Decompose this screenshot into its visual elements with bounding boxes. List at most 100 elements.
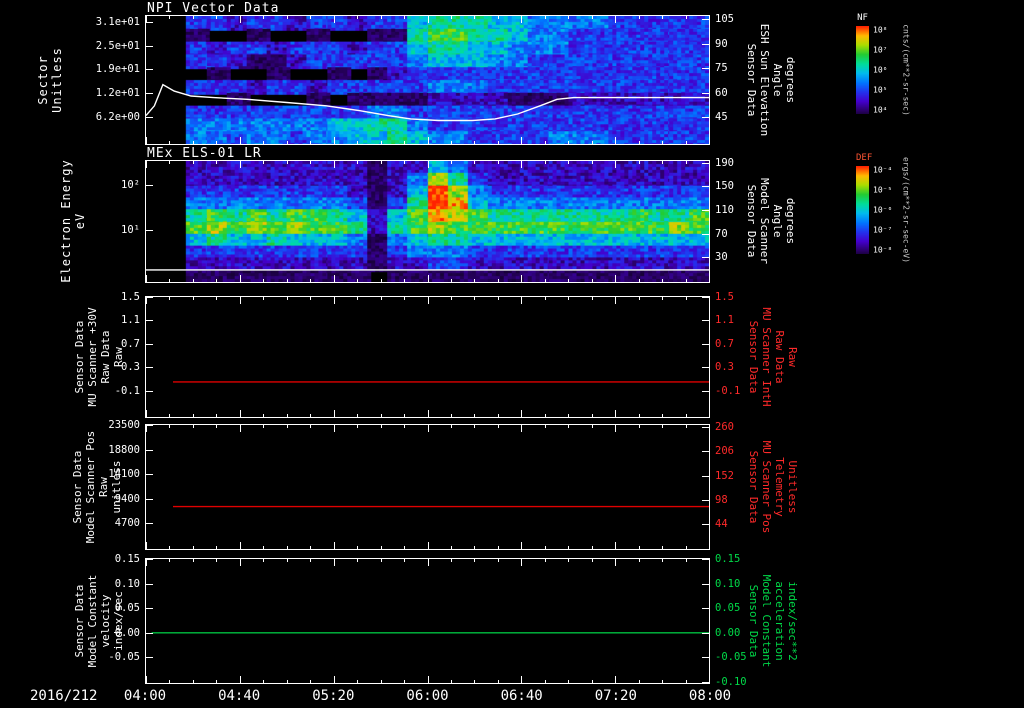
x-tick-mark (497, 546, 499, 549)
x-tick-mark (427, 410, 429, 417)
x-tick-mark (544, 16, 546, 19)
y-tick-mark (702, 451, 709, 453)
time-tick-label: 07:20 (594, 688, 637, 704)
x-tick-mark (450, 414, 452, 417)
x-tick-mark (521, 297, 523, 304)
x-tick-mark (521, 137, 523, 144)
x-tick-mark (591, 559, 593, 562)
x-tick-mark (521, 410, 523, 417)
x-tick-mark (333, 161, 335, 168)
model-constant-velocity-line (151, 632, 709, 634)
y-tick-mark (146, 608, 153, 610)
npi-spectrogram-panel[interactable]: 3.1e+01 2.5e+01 1.9e+01 1.2e+01 6.2e+00 105 90… (96, 14, 734, 145)
x-tick-mark (239, 161, 241, 168)
npi-spectrogram-canvas[interactable] (146, 16, 709, 144)
x-tick-mark (380, 297, 382, 300)
colorbar-tick-label: 10⁻⁸ (873, 245, 893, 255)
x-tick-mark (333, 410, 335, 417)
panel0-left-axis-label: Sector Unitless (35, 47, 64, 113)
x-tick-mark (615, 16, 617, 23)
y-tick-label: 14100 (108, 467, 140, 480)
x-tick-mark (685, 161, 687, 164)
panel0-right-axis-label: degrees Angle ESH Sun Elevation Sensor D… (745, 23, 797, 137)
y-tick-mark (146, 583, 153, 585)
x-tick-mark (568, 546, 570, 549)
x-tick-mark (404, 425, 406, 428)
x-tick-mark (310, 546, 312, 549)
x-tick-mark (544, 559, 546, 562)
y-tick-label: 0.00 (114, 626, 140, 639)
x-tick-mark (263, 414, 265, 417)
x-tick-mark (404, 141, 406, 144)
x-tick-mark (638, 297, 640, 300)
x-tick-mark (568, 425, 570, 428)
x-tick-mark (638, 16, 640, 19)
x-tick-mark (146, 16, 147, 23)
y-tick-mark (702, 632, 709, 634)
y-tick-label: 70 (715, 227, 728, 240)
x-tick-mark (568, 414, 570, 417)
x-tick-mark (662, 161, 664, 164)
y-tick-label: 105 (715, 13, 734, 25)
x-tick-mark (568, 559, 570, 562)
x-tick-mark (474, 161, 476, 164)
x-tick-mark (544, 161, 546, 164)
y-tick-mark (146, 230, 153, 232)
x-tick-mark (239, 542, 241, 549)
model-constant-velocity-panel[interactable]: 0.15 0.10 0.05 0.00 -0.05 0.15 0.10 0.05 0.00 -0.… (108, 554, 746, 687)
x-tick-mark (474, 414, 476, 417)
x-tick-mark (216, 559, 218, 562)
x-tick-mark (357, 559, 359, 562)
x-tick-mark (662, 16, 664, 19)
x-tick-mark (591, 279, 593, 282)
y-tick-mark (702, 209, 709, 211)
x-tick-mark (521, 425, 523, 432)
x-tick-mark (685, 141, 687, 144)
y-tick-label: 6.2e+00 (95, 110, 140, 123)
y-tick-mark (702, 162, 709, 164)
x-tick-mark (146, 410, 147, 417)
y-tick-mark (702, 682, 709, 684)
x-tick-mark (192, 16, 194, 19)
x-tick-mark (662, 559, 664, 562)
x-tick-mark (685, 297, 687, 300)
y-tick-label: 90 (715, 37, 728, 50)
y-tick-label: 150 (715, 180, 734, 193)
colorbar-def-gradient (856, 166, 869, 254)
panel3-right-axis-label: Unitless Telemetry MU Scanner Pos Sensor… (747, 440, 799, 534)
x-tick-mark (544, 425, 546, 428)
x-tick-mark (685, 414, 687, 417)
x-tick-mark (544, 141, 546, 144)
x-tick-mark (427, 559, 429, 566)
y-tick-label: 0.00 (715, 626, 741, 639)
x-tick-mark (521, 16, 523, 23)
x-tick-mark (662, 141, 664, 144)
x-tick-mark (709, 410, 710, 417)
x-tick-mark (380, 680, 382, 683)
x-tick-mark (239, 676, 241, 683)
y-tick-label: 190 (715, 156, 734, 169)
y-tick-mark (146, 498, 153, 500)
x-tick-mark (497, 680, 499, 683)
x-tick-mark (263, 546, 265, 549)
x-tick-mark (450, 279, 452, 282)
x-tick-mark (169, 559, 171, 562)
y-tick-mark (702, 233, 709, 235)
y-tick-mark (702, 92, 709, 94)
x-tick-mark (192, 414, 194, 417)
els-spectrogram-panel[interactable]: 10² 10¹ 190 150 110 70 30 (121, 158, 734, 283)
y-tick-label: -0.10 (715, 675, 747, 688)
x-tick-mark (427, 425, 429, 432)
y-tick-mark (146, 559, 153, 560)
y-tick-mark (702, 523, 709, 525)
els-spectrogram-canvas[interactable] (146, 161, 709, 282)
x-tick-mark (404, 546, 406, 549)
x-tick-mark (286, 425, 288, 428)
x-tick-mark (263, 680, 265, 683)
y-tick-label: 1.1 (715, 314, 734, 327)
x-tick-mark (357, 141, 359, 144)
colorbar-def-units-label: ergs/(cm**2-sr-sec-eV) (901, 157, 911, 263)
x-tick-mark (685, 680, 687, 683)
model-scanner-pos-panel[interactable]: 23500 18800 14100 9400 4700 260 206 152 98 44 (108, 420, 734, 550)
mu-scanner-inth-panel[interactable]: 1.5 1.1 0.7 0.3 -0.1 1.5 1.1 0.7 0.3 -0.1 (115, 292, 740, 418)
